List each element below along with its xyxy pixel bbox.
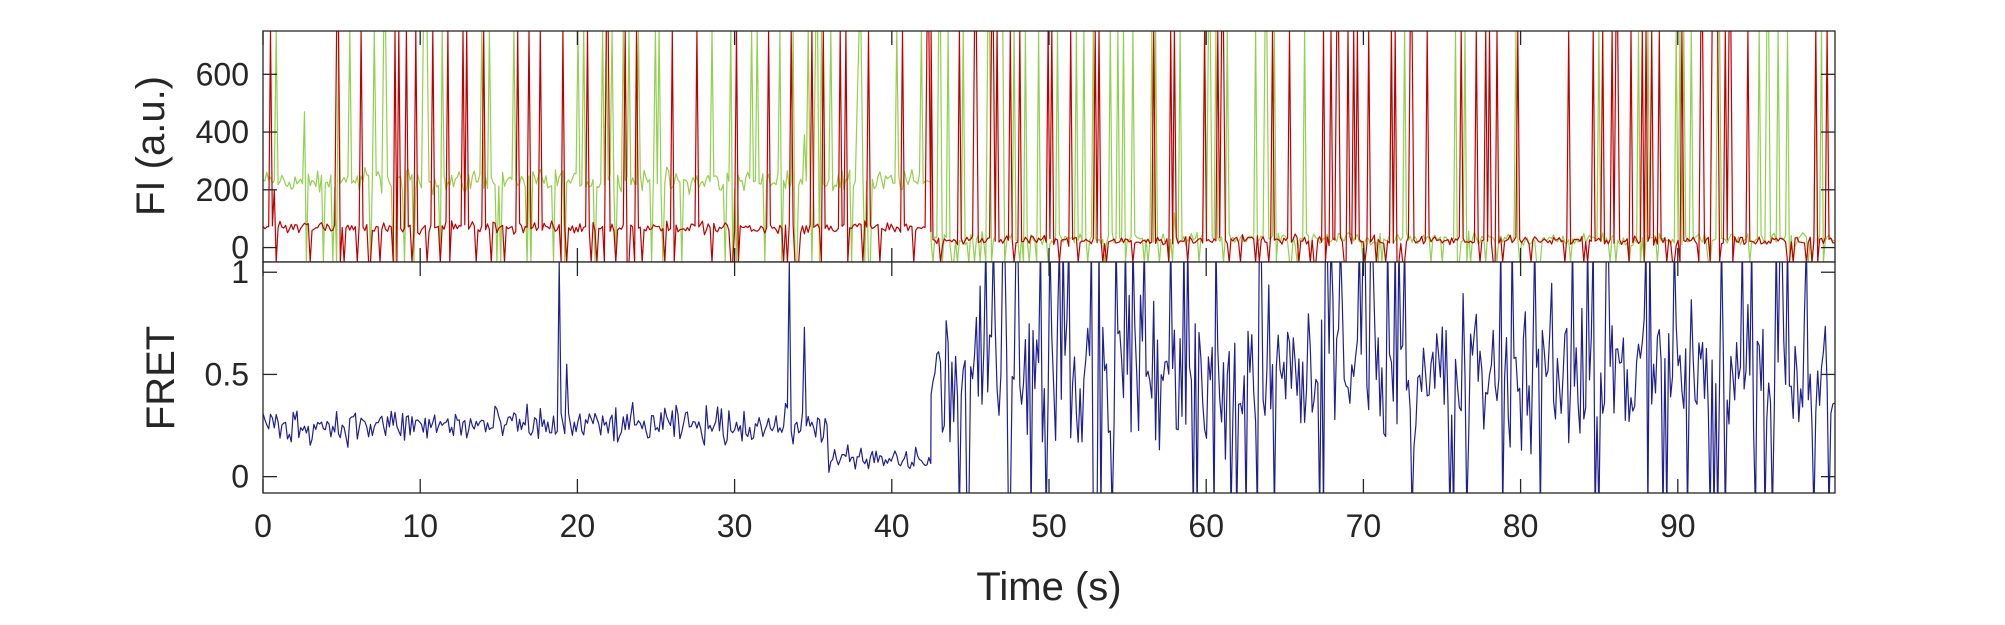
fret-axes-box [262,261,1836,494]
fluorescence-y-tick-label: 600 [196,56,249,92]
fluorescence-y-tick-label: 200 [196,172,249,208]
fret-panel: 00.510 10 20 30 40 50 60 70 80 90 FRET Time (s) [139,254,1836,609]
fluorescence-series-line-0 [263,31,1835,262]
fret-y-axis-label: FRET [139,326,183,430]
x-axis-label: Time (s) [976,565,1121,609]
fret-y-tick-label: 0.5 [205,356,249,392]
x-tick-label: 50 [1031,508,1067,544]
fluorescence-panel: 0 200 400 600 FI (a.u.) [129,30,1836,266]
fluorescence-y-axis-label: FI (a.u.) [129,76,173,216]
x-tick-label: 30 [717,508,753,544]
fluorescence-series-line-1 [263,31,1835,262]
fluorescence-series-layer [263,31,1835,262]
x-tick-label: 90 [1660,508,1696,544]
fret-tick-layer: 00.510 10 20 30 40 50 60 70 80 90 [205,254,1835,544]
fluorescence-tick-layer: 0 200 400 600 [196,31,1835,266]
fret-series-line-0 [263,262,1835,493]
fret-series-layer [263,262,1835,493]
x-tick-label: 0 [254,508,272,544]
x-tick-label: 40 [874,508,910,544]
fret-y-tick-label: 0 [231,459,249,495]
x-tick-label: 70 [1346,508,1382,544]
fluorescence-y-tick-label: 400 [196,114,249,150]
x-tick-label: 10 [402,508,438,544]
fluorescence-y-tick-label: 0 [231,230,249,266]
x-tick-label: 60 [1188,508,1224,544]
x-tick-label: 20 [560,508,596,544]
x-tick-label: 80 [1503,508,1539,544]
fret-y-tick-label: 1 [231,254,249,290]
